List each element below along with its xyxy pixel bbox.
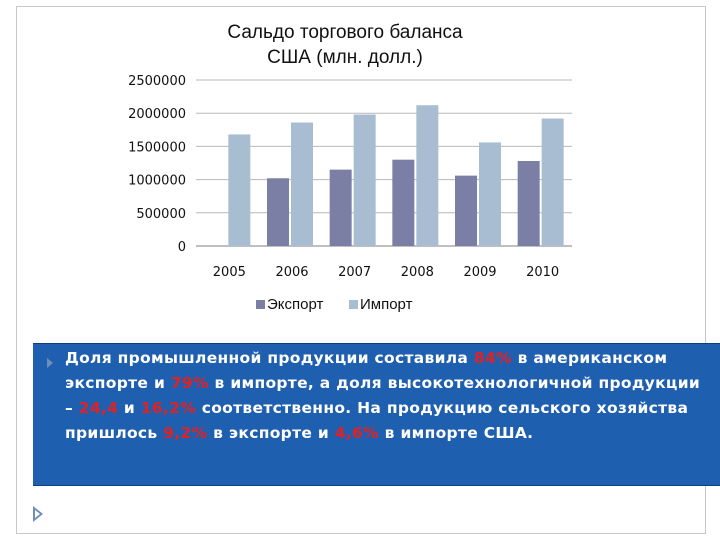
y-tick-label: 1000000: [128, 174, 186, 189]
chart-title-line-1: Сальдо торгового баланса: [227, 22, 463, 43]
bar-import: [353, 114, 376, 246]
paragraph-text: в импорте США.: [378, 424, 534, 442]
next-slide-arrow-icon[interactable]: [33, 506, 43, 522]
paragraph-text: и: [118, 399, 141, 417]
bar-export: [267, 178, 289, 246]
legend-label: Экспорт: [267, 296, 323, 313]
legend-label: Импорт: [360, 296, 413, 313]
highlighted-value: 9,2%: [163, 424, 208, 442]
x-tick-label: 2008: [401, 265, 434, 280]
y-tick-label: 0: [178, 240, 186, 255]
bar-export: [517, 161, 540, 246]
bar-import: [541, 118, 564, 246]
bar-import: [479, 142, 501, 246]
paragraph-text: в американском экспорте и: [65, 349, 668, 392]
bar-import: [291, 122, 313, 246]
bar-chart: 0 500000 1000000 1500000 2000000 2500000 2005 2…: [128, 74, 572, 313]
highlighted-value: 4,6%: [334, 424, 379, 442]
x-tick-label: 2007: [338, 265, 371, 280]
legend-swatch: [256, 300, 265, 309]
paragraph-text: в экспорте и: [207, 424, 335, 442]
text-panel: [33, 343, 720, 486]
chart-title: Сальдо торгового баланса США (млн. долл.…: [190, 20, 500, 70]
paragraph-text: Доля промышленной продукции составила: [65, 349, 474, 367]
y-tick-label: 1500000: [128, 140, 186, 155]
legend-swatch: [349, 300, 358, 309]
bar-import: [416, 105, 439, 247]
highlighted-value: 24,4: [78, 399, 119, 417]
y-tick-label: 2500000: [128, 74, 186, 89]
paragraph-text: в импорте, а доля высокотехнологичной пр…: [65, 374, 701, 417]
x-tick-label: 2009: [463, 265, 496, 280]
bar-import: [228, 134, 251, 246]
bullet-arrow-icon: [47, 358, 53, 368]
bar-export: [329, 169, 352, 246]
x-tick-label: 2005: [213, 265, 246, 280]
y-tick-label: 500000: [136, 207, 186, 222]
highlighted-value: 16,2%: [140, 399, 197, 417]
chart-title-line-2: США (млн. долл.): [267, 47, 423, 68]
y-tick-label: 2000000: [128, 107, 186, 122]
bar-export: [455, 175, 477, 246]
x-tick-label: 2006: [275, 265, 308, 280]
bar-export: [392, 159, 415, 246]
summary-paragraph: Доля промышленной продукции составила 84…: [65, 346, 705, 446]
x-tick-label: 2010: [526, 265, 559, 280]
highlighted-value: 84%: [473, 349, 512, 367]
highlighted-value: 79%: [170, 374, 209, 392]
paragraph-text: соответственно. На продукцию сельского х…: [65, 399, 689, 442]
